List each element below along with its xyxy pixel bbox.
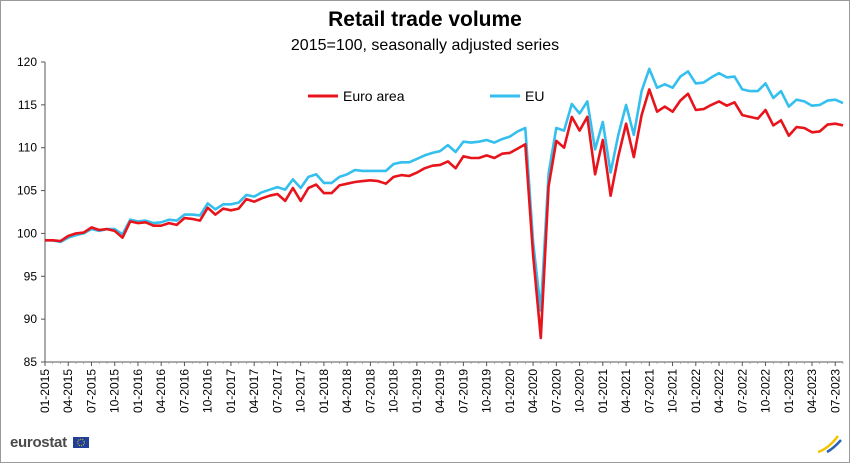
x-tick-label: 10-2021 bbox=[666, 369, 680, 413]
axes: 85 90 95 100 105 110 115 120 01-2015 04-2015 07-20… bbox=[17, 55, 844, 413]
x-tick-label: 01-2022 bbox=[689, 369, 703, 413]
x-tick-label: 07-2015 bbox=[84, 369, 98, 413]
x-tick-label: 10-2022 bbox=[759, 369, 773, 413]
x-tick-label: 07-2023 bbox=[828, 369, 842, 413]
x-tick-label: 04-2019 bbox=[433, 369, 447, 413]
legend-label-euro-area: Euro area bbox=[343, 88, 405, 104]
x-tick-label: 10-2015 bbox=[108, 369, 122, 413]
x-tick-label: 01-2023 bbox=[782, 369, 796, 413]
series-line-euro-area bbox=[45, 88, 844, 340]
x-tick-label: 04-2018 bbox=[340, 369, 354, 413]
x-tick-label: 04-2021 bbox=[619, 369, 633, 413]
y-tick-label: 100 bbox=[17, 226, 37, 240]
x-tick-label: 07-2022 bbox=[735, 369, 749, 413]
x-tick-label: 10-2017 bbox=[294, 369, 308, 413]
y-tick-label: 115 bbox=[18, 98, 37, 112]
x-tick-label: 07-2017 bbox=[270, 369, 284, 413]
x-tick-label: 04-2017 bbox=[247, 369, 261, 413]
eurostat-swoosh-icon bbox=[817, 435, 842, 454]
x-tick-label: 10-2020 bbox=[573, 369, 587, 413]
x-tick-label: 07-2019 bbox=[456, 369, 470, 413]
x-tick-label: 07-2021 bbox=[642, 369, 656, 413]
x-tick-label: 01-2018 bbox=[317, 369, 331, 413]
y-tick-label: 120 bbox=[17, 55, 37, 69]
eurostat-logo: eurostat bbox=[10, 434, 89, 451]
y-tick-label: 110 bbox=[18, 141, 37, 155]
x-tick-label: 04-2015 bbox=[61, 369, 75, 413]
plot-area bbox=[45, 67, 844, 340]
series-line-eu bbox=[45, 67, 844, 312]
x-tick-label: 04-2020 bbox=[526, 369, 540, 413]
chart-title: Retail trade volume bbox=[328, 8, 522, 31]
chart-subtitle: 2015=100, seasonally adjusted series bbox=[290, 37, 560, 54]
x-tick-label: 07-2018 bbox=[363, 369, 377, 413]
x-tick-label: 04-2022 bbox=[712, 369, 726, 413]
eu-flag-icon bbox=[72, 437, 89, 448]
x-tick-label: 01-2021 bbox=[596, 369, 610, 413]
x-tick-label: 01-2015 bbox=[38, 369, 52, 413]
eurostat-logo-text: eurostat bbox=[10, 434, 67, 451]
legend-label-eu: EU bbox=[525, 88, 544, 104]
x-tick-label: 01-2016 bbox=[131, 369, 145, 413]
x-tick-label: 04-2023 bbox=[805, 369, 819, 413]
x-tick-label: 01-2020 bbox=[503, 369, 517, 413]
x-tick-label: 10-2019 bbox=[480, 369, 494, 413]
x-tick-label: 07-2020 bbox=[549, 369, 563, 413]
y-tick-label: 90 bbox=[24, 312, 38, 326]
y-tick-label: 105 bbox=[17, 184, 37, 198]
y-tick-label: 85 bbox=[24, 355, 38, 369]
x-tick-label: 04-2016 bbox=[154, 369, 168, 413]
x-tick-label: 01-2017 bbox=[224, 369, 238, 413]
x-tick-label: 07-2016 bbox=[177, 369, 191, 413]
x-tick-label: 01-2019 bbox=[410, 369, 424, 413]
legend: Euro area EU bbox=[308, 88, 544, 104]
y-tick-label: 95 bbox=[24, 269, 38, 283]
x-tick-label: 10-2018 bbox=[387, 369, 401, 413]
x-tick-label: 10-2016 bbox=[201, 369, 215, 413]
